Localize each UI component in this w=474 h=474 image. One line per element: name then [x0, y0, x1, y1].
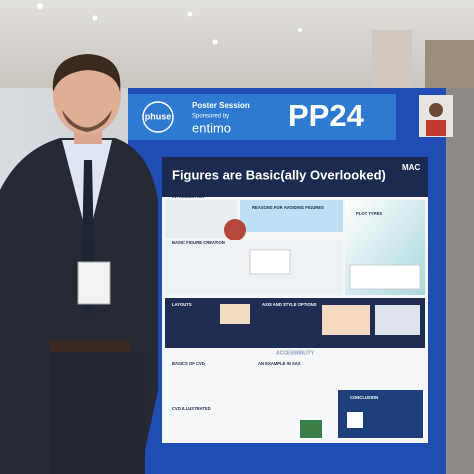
presenter-photo-head [429, 103, 443, 117]
figure-thumb [249, 249, 291, 275]
figure-thumb [349, 264, 421, 290]
section-heading: REASONS FOR AVOIDING FIGURES [252, 205, 324, 210]
ceiling-light [212, 39, 218, 45]
session-label: Poster Session [192, 101, 250, 110]
presenter-photo-body [426, 120, 446, 136]
qr-code [347, 412, 363, 428]
beard [62, 110, 112, 132]
logo-ring [142, 101, 174, 133]
ceiling-light [298, 28, 302, 32]
section-heading: AN EXAMPLE IN SAS [258, 361, 301, 366]
badge [77, 261, 111, 305]
face [53, 55, 121, 135]
figure-thumb [220, 304, 250, 324]
figure-thumb [300, 420, 322, 438]
section-heading: ACCESSIBILITY [276, 350, 315, 356]
sponsor-line: Sponsored by [192, 114, 229, 120]
ceiling-light [187, 11, 193, 17]
ceiling-light [92, 15, 98, 21]
section-heading: AXIS AND STYLE OPTIONS [262, 302, 317, 307]
section-heading: INTRODUCTION [172, 194, 204, 199]
poster-logo: MAC [402, 163, 420, 172]
logo-text: phuse [145, 111, 172, 121]
balcony [425, 40, 474, 90]
section-heading: LAYOUTS [172, 302, 192, 307]
pillar [372, 30, 412, 90]
trousers [50, 352, 145, 474]
hair [52, 54, 121, 92]
section-heading: CVD ILLUSTRATED [172, 406, 211, 411]
section-heading: PLOT TYPES [356, 211, 382, 216]
section-heading: BASIC FIGURE CREATION [172, 240, 225, 245]
sponsor-name: entimo [192, 120, 231, 135]
background-right [446, 88, 474, 474]
belt [50, 340, 130, 352]
figure-thumb [322, 305, 370, 335]
illustration [224, 219, 246, 241]
poster-header [162, 157, 428, 197]
poster-title: Figures are Basic(ally Overlooked) [172, 167, 386, 182]
figure-thumb [375, 305, 420, 335]
poster-code: PP24 [288, 98, 365, 133]
section-heading: CONCLUSION [350, 395, 378, 400]
section-heading: BASICS OF CVD [172, 361, 205, 366]
ceiling-light [37, 3, 43, 9]
panel [240, 200, 343, 232]
